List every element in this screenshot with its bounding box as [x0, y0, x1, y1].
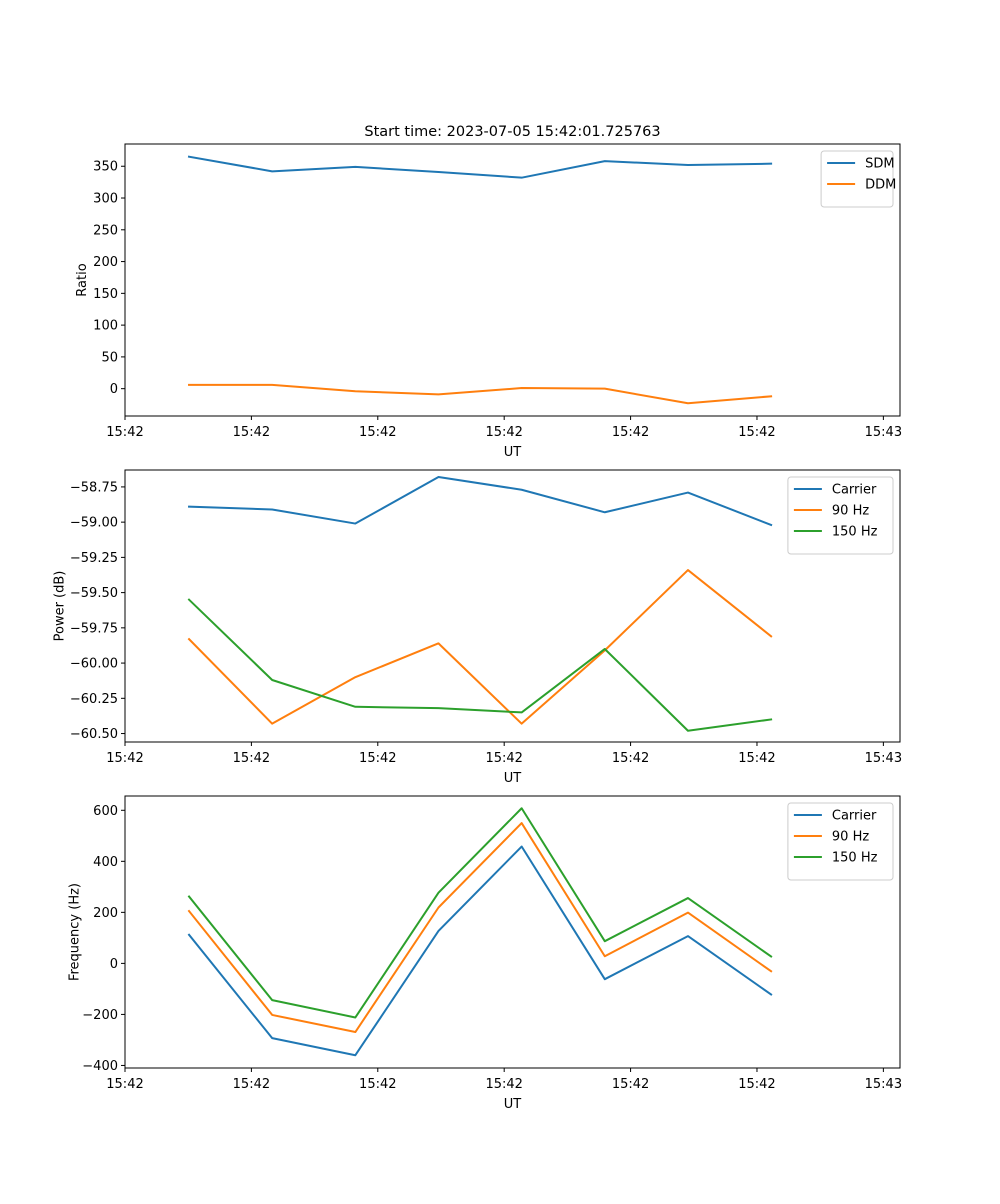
y-tick-label: −59.50 [70, 586, 118, 601]
x-tick-label: 15:42 [612, 751, 649, 766]
x-tick-label: 15:43 [865, 1077, 902, 1092]
y-tick-label: −60.50 [70, 727, 118, 742]
y-tick-label: −60.25 [70, 692, 118, 707]
y-tick-label: −59.00 [70, 516, 118, 531]
x-tick-label: 15:42 [738, 1077, 775, 1092]
y-tick-label: −58.75 [70, 480, 118, 495]
series-line-150-hz [187, 807, 773, 1019]
y-axis-label: Ratio [75, 263, 90, 296]
series-line-90-hz [187, 569, 773, 725]
y-tick-label: 200 [93, 906, 118, 921]
series-line-sdm [187, 155, 773, 179]
legend-entry: SDM [865, 157, 894, 172]
x-tick-label: 15:42 [106, 1077, 143, 1092]
legend-box [787, 476, 894, 555]
legend: Carrier 90 Hz 150 Hz [787, 476, 894, 555]
y-tick-label: 0 [110, 382, 118, 397]
y-axis-label: Frequency (Hz) [68, 883, 83, 981]
plot-frame [124, 143, 901, 417]
plot-frame [124, 469, 901, 743]
x-tick-label: 15:42 [106, 751, 143, 766]
legend: Carrier 90 Hz 150 Hz [787, 802, 894, 881]
x-axis-label: UT [504, 445, 522, 460]
x-tick-label: 15:42 [612, 1077, 649, 1092]
series-line-ddm [188, 383, 773, 405]
x-tick-label: 15:42 [106, 425, 143, 440]
x-tick-label: 15:42 [359, 1077, 396, 1092]
x-axis-label: UT [504, 1097, 522, 1112]
legend-entry: 90 Hz [832, 830, 869, 845]
x-tick-label: 15:42 [359, 425, 396, 440]
legend-entry: Carrier [832, 483, 877, 498]
series-line-carrier [187, 476, 773, 527]
y-tick-label: 400 [93, 855, 118, 870]
legend-box [787, 802, 894, 881]
y-tick-label: 250 [93, 223, 118, 238]
y-tick-label: −400 [82, 1059, 118, 1074]
chart-panel-2: 15:42 15:42 15:42 15:42 15:42 15:42 15:43 UT −60… [52, 469, 902, 786]
series-line-150-hz [187, 598, 773, 732]
x-tick-label: 15:42 [485, 1077, 522, 1092]
y-tick-label: 300 [93, 192, 118, 207]
plot-frame [124, 795, 901, 1069]
series-line-carrier [187, 845, 773, 1057]
legend-box [820, 150, 894, 208]
chart-title: Start time: 2023-07-05 15:42:01.725763 [364, 124, 660, 140]
x-tick-label: 15:42 [485, 751, 522, 766]
chart-panel-1: Start time: 2023-07-05 15:42:01.725763 15… [75, 124, 902, 460]
legend: SDM DDM [820, 150, 896, 208]
y-tick-label: 600 [93, 804, 118, 819]
y-tick-label: 350 [93, 160, 118, 175]
y-tick-label: 200 [93, 255, 118, 270]
x-tick-label: 15:42 [359, 751, 396, 766]
x-tick-label: 15:42 [738, 751, 775, 766]
x-axis-label: UT [504, 771, 522, 786]
legend-entry: 150 Hz [832, 851, 878, 866]
legend-entry: Carrier [832, 809, 877, 824]
x-tick-label: 15:43 [865, 425, 902, 440]
y-axis-label: Power (dB) [52, 571, 67, 642]
legend-entry: 150 Hz [832, 525, 878, 540]
y-tick-label: 150 [93, 287, 118, 302]
x-tick-label: 15:42 [233, 1077, 270, 1092]
x-tick-label: 15:42 [738, 425, 775, 440]
series-line-90-hz [187, 822, 773, 1034]
y-tick-label: −200 [82, 1008, 118, 1023]
x-tick-label: 15:42 [612, 425, 649, 440]
x-tick-label: 15:42 [233, 751, 270, 766]
x-tick-label: 15:43 [865, 751, 902, 766]
legend-entry: 90 Hz [832, 504, 869, 519]
x-tick-label: 15:42 [233, 425, 270, 440]
chart-panel-3: 15:42 15:42 15:42 15:42 15:42 15:42 15:43 UT −40… [68, 795, 902, 1112]
y-tick-label: 100 [93, 319, 118, 334]
x-tick-label: 15:42 [485, 425, 522, 440]
y-tick-label: 0 [110, 957, 118, 972]
y-tick-label: 50 [101, 350, 118, 365]
legend-entry: DDM [865, 178, 896, 193]
y-tick-label: −59.75 [70, 621, 118, 636]
y-tick-label: −60.00 [70, 657, 118, 672]
y-tick-label: −59.25 [70, 551, 118, 566]
